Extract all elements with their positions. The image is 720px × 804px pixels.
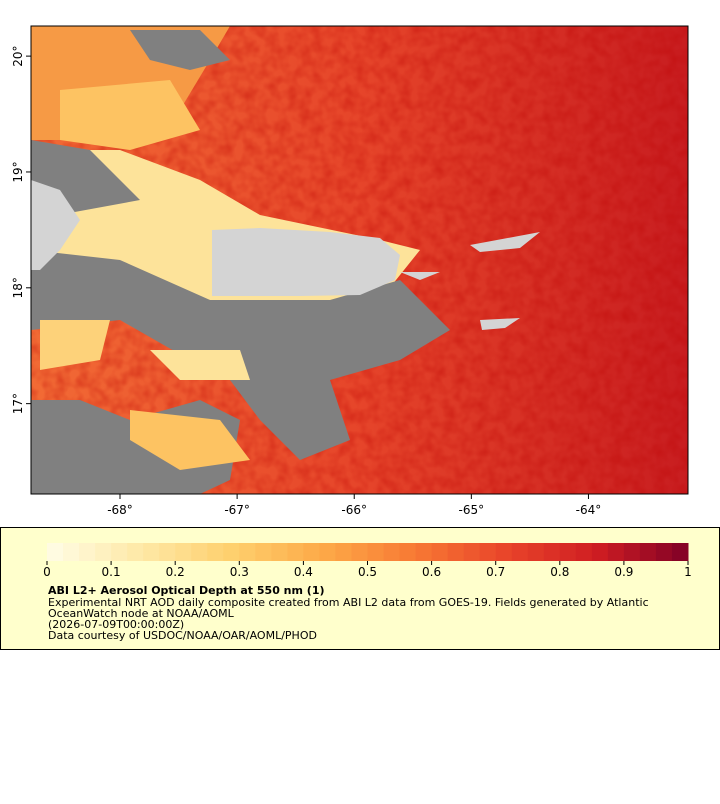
y-tick-label: 20°	[11, 45, 25, 66]
colorbar-swatch	[63, 543, 80, 561]
legend-line: Data courtesy of USDOC/NOAA/OAR/AOML/PHO…	[48, 629, 317, 642]
colorbar-swatch	[575, 543, 593, 561]
plot-frame	[30, 25, 689, 495]
colorbar-swatch	[671, 543, 689, 561]
aod-field	[31, 26, 688, 494]
y-tick-label: 18°	[11, 277, 25, 298]
colorbar-swatch	[175, 543, 192, 561]
colorbar-swatch	[159, 543, 176, 561]
colorbar-swatch	[495, 543, 513, 561]
colorbar-swatch	[383, 543, 401, 561]
colorbar-swatch	[559, 543, 577, 561]
colorbar-swatch	[463, 543, 481, 561]
colorbar-swatch	[47, 543, 64, 561]
colorbar-swatch	[415, 543, 433, 561]
colorbar-swatch	[479, 543, 497, 561]
colorbar-swatch	[319, 543, 336, 561]
colorbar-swatch	[287, 543, 304, 561]
colorbar-swatch	[143, 543, 160, 561]
colorbar-tick-label: 0.3	[230, 565, 249, 579]
colorbar-tick-label: 0	[43, 565, 51, 579]
colorbar-swatch	[367, 543, 385, 561]
colorbar-swatch	[399, 543, 417, 561]
x-tick-label: -68°	[107, 503, 133, 517]
x-tick-label: -64°	[576, 503, 602, 517]
colorbar-swatch	[591, 543, 609, 561]
colorbar-tick-label: 0.9	[614, 565, 633, 579]
legend-line: OceanWatch node at NOAA/AOML	[48, 607, 235, 620]
x-tick-label: -65°	[459, 503, 485, 517]
colorbar-swatch	[239, 543, 256, 561]
legend-line: (2026-07-09T00:00:00Z)	[48, 618, 184, 631]
colorbar-swatch	[223, 543, 240, 561]
colorbar-swatch	[95, 543, 112, 561]
y-tick-label: 17°	[11, 393, 25, 414]
x-tick-label: -66°	[341, 503, 367, 517]
colorbar-tick-label: 0.4	[294, 565, 313, 579]
colorbar-swatch	[207, 543, 224, 561]
colorbar-tick-label: 0.7	[486, 565, 505, 579]
colorbar-swatch	[639, 543, 657, 561]
colorbar-tick-label: 0.8	[550, 565, 569, 579]
colorbar-swatch	[271, 543, 288, 561]
colorbar-swatch	[335, 543, 352, 561]
colorbar-swatch	[127, 543, 144, 561]
colorbar-tick-label: 1	[684, 565, 692, 579]
colorbar-swatch	[511, 543, 529, 561]
colorbar-tick-label: 0.6	[422, 565, 441, 579]
colorbar-tick-label: 0.1	[102, 565, 121, 579]
colorbar-tick-label: 0.2	[166, 565, 185, 579]
colorbar-swatch	[191, 543, 208, 561]
colorbar-tick-label: 0.5	[358, 565, 377, 579]
legend-title: ABI L2+ Aerosol Optical Depth at 550 nm …	[48, 584, 325, 597]
colorbar-swatch	[527, 543, 545, 561]
colorbar-swatch	[623, 543, 641, 561]
colorbar-swatch	[655, 543, 673, 561]
colorbar-swatch	[303, 543, 320, 561]
colorbar-swatch	[351, 543, 368, 561]
colorbar-swatch	[111, 543, 128, 561]
colorbar-swatch	[79, 543, 96, 561]
x-tick-label: -67°	[224, 503, 250, 517]
y-tick-label: 19°	[11, 161, 25, 182]
colorbar-swatch	[607, 543, 625, 561]
colorbar-swatch	[543, 543, 561, 561]
colorbar-swatch	[431, 543, 449, 561]
colorbar-swatch	[447, 543, 465, 561]
colorbar-swatch	[255, 543, 272, 561]
legend-line: Experimental NRT AOD daily composite cre…	[48, 596, 649, 609]
